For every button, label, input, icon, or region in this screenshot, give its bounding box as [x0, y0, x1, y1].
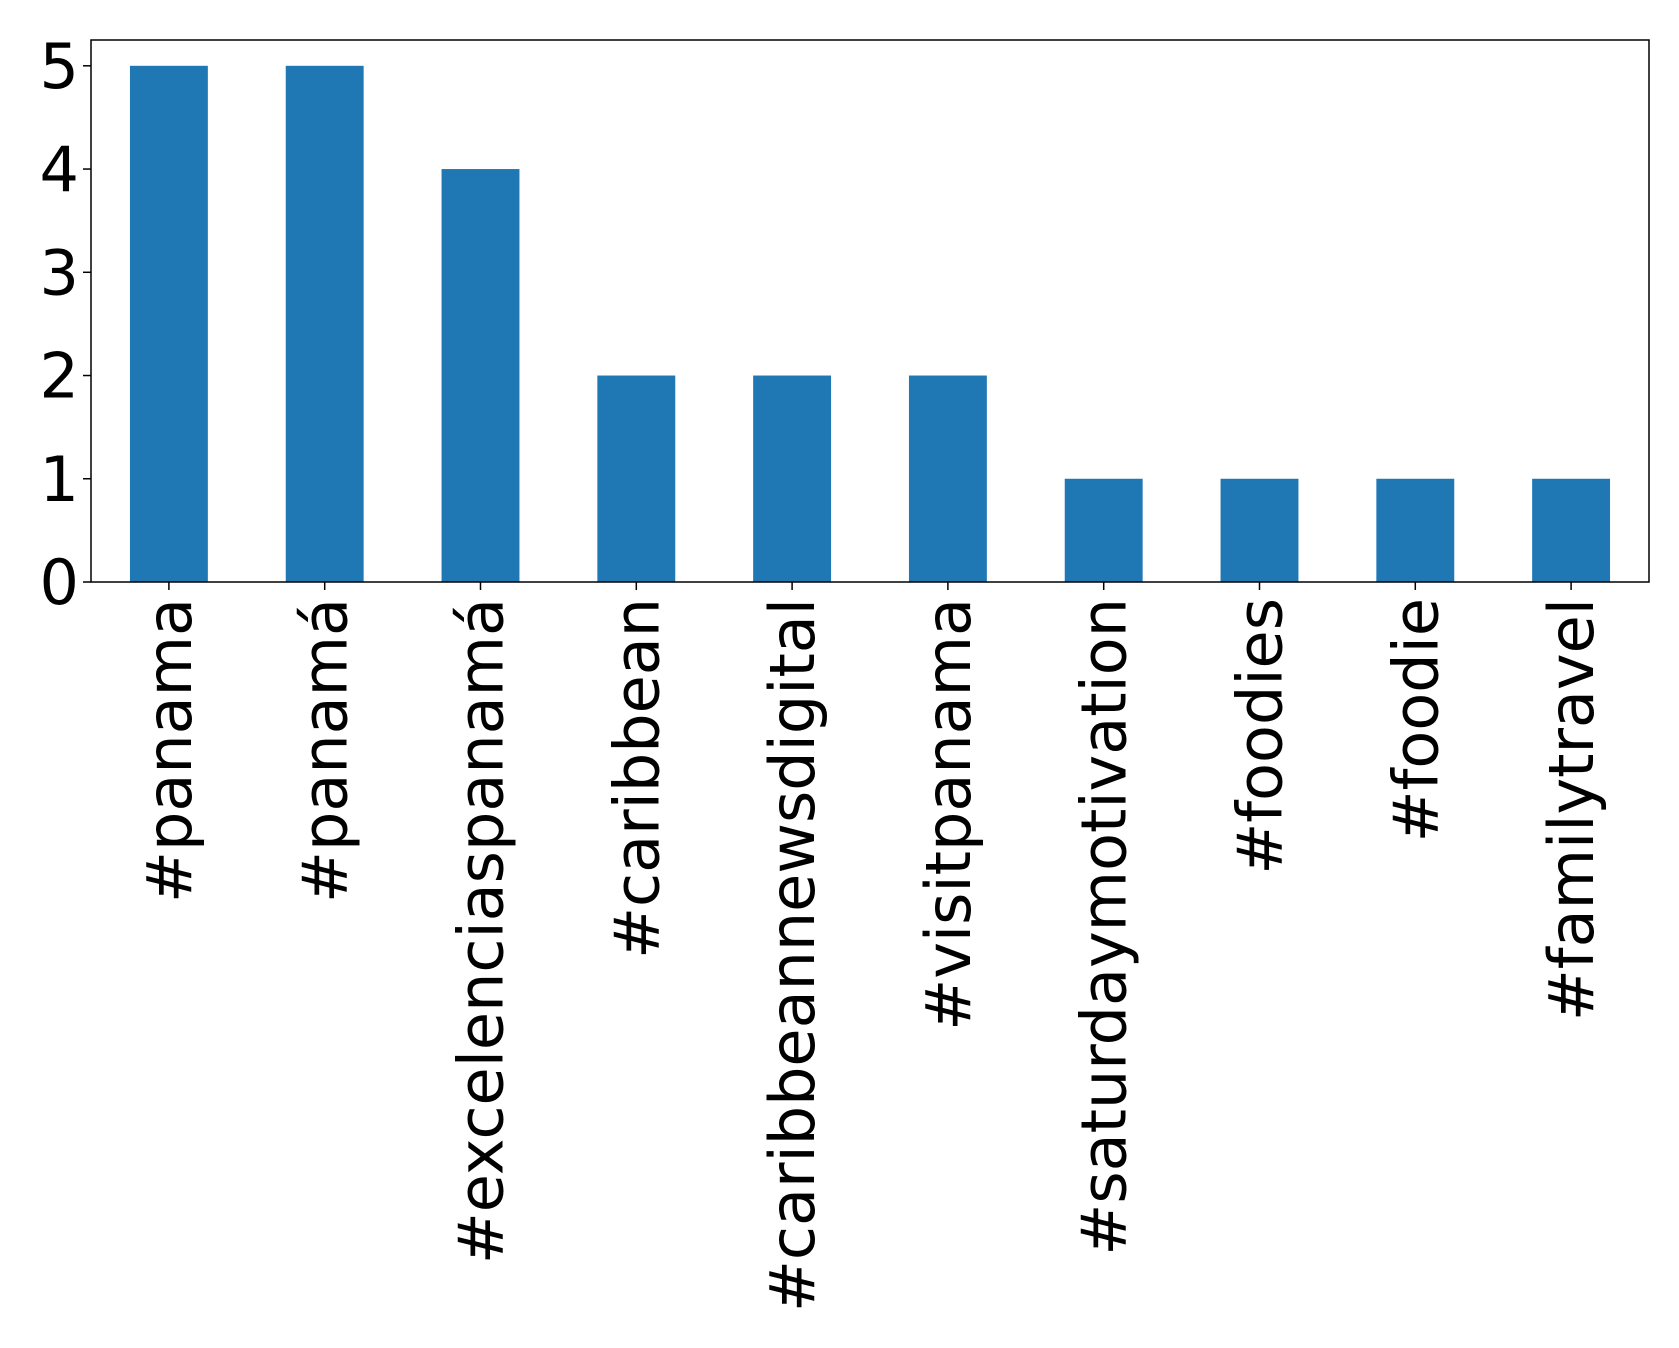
bar-4 — [753, 375, 832, 582]
bar-9 — [1532, 478, 1611, 582]
y-tick-label: 1 — [40, 443, 79, 516]
bar-2 — [441, 169, 520, 583]
bar-7 — [1220, 478, 1299, 582]
x-tick-label: #foodies — [1224, 598, 1297, 875]
bar-8 — [1376, 478, 1455, 582]
x-tick-label: #excelenciaspanamá — [445, 598, 518, 1264]
y-tick-label: 2 — [40, 340, 79, 413]
x-axis: #panama #panamá #excelenciaspanamá #caribbe… — [133, 582, 1608, 1312]
x-tick-label: #panama — [133, 598, 206, 903]
y-tick-label: 5 — [40, 30, 79, 103]
x-tick-label: #saturdaymotivation — [1068, 598, 1141, 1256]
x-tick-label: #foodie — [1379, 598, 1452, 842]
y-tick-label: 4 — [40, 133, 79, 206]
x-tick-label: #caribbeannewsdigital — [756, 598, 829, 1312]
y-tick-label: 0 — [40, 546, 79, 619]
x-tick-label: #caribbean — [600, 598, 673, 959]
x-tick-label: #visitpanama — [912, 598, 985, 1031]
bar-5 — [908, 375, 987, 582]
y-axis: 0 1 2 3 4 5 — [40, 30, 91, 619]
plot-frame — [90, 39, 1650, 583]
bar-6 — [1064, 478, 1143, 582]
bars-layer — [129, 65, 1611, 583]
x-tick-label: #familytravel — [1535, 598, 1608, 1021]
x-tick-label: #panamá — [289, 598, 362, 903]
bar-3 — [597, 375, 676, 582]
bar-1 — [285, 65, 364, 583]
y-tick-label: 3 — [40, 236, 79, 309]
bar-0 — [129, 65, 208, 583]
